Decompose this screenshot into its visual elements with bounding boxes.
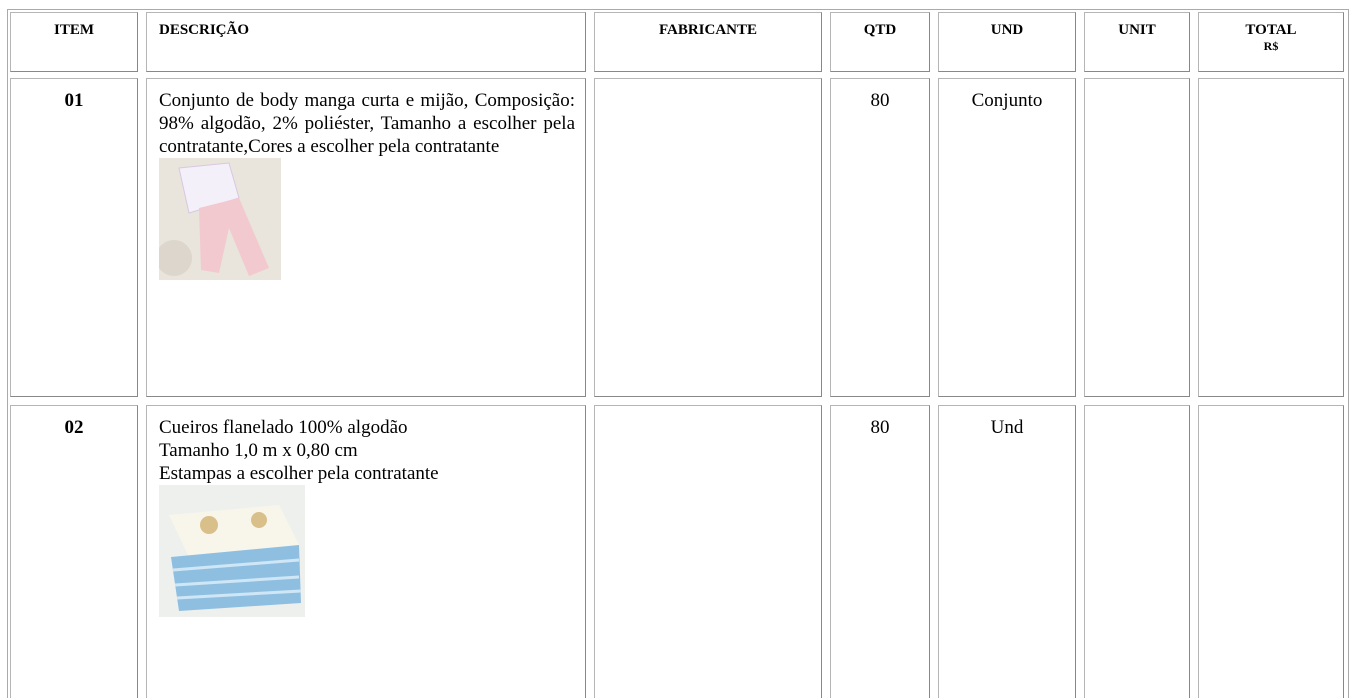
header-cell: UNIT — [1084, 12, 1190, 72]
header-cell: TOTAL R$ — [1198, 12, 1344, 72]
header-sub: R$ — [1263, 39, 1279, 53]
description-line: Estampas a escolher pela contratante — [159, 463, 439, 484]
header-cell: UND — [938, 12, 1076, 72]
description-cell: Conjunto de body manga curta e mijão, Co… — [146, 78, 586, 397]
unit-cell — [1084, 405, 1190, 698]
total-cell — [1198, 78, 1344, 397]
product-image — [156, 158, 281, 280]
description-line: Tamanho 1,0 m x 0,80 cm — [159, 440, 358, 461]
fabricante-cell — [594, 78, 822, 397]
product-image — [159, 485, 305, 617]
item-cell: 01 — [10, 78, 138, 397]
description-cell: Cueiros flanelado 100% algodão Tamanho 1,… — [146, 405, 586, 698]
image-box — [159, 485, 575, 623]
und-cell: Und — [938, 405, 1076, 698]
header-label: TOTAL — [1245, 22, 1297, 38]
header-cell: QTD — [830, 12, 930, 72]
header-cell: DESCRIÇÃO — [146, 12, 586, 72]
description-line: Conjunto de body manga curta e mijão, Co… — [159, 90, 575, 157]
header-cell: FABRICANTE — [594, 12, 822, 72]
header-cell: ITEM — [10, 12, 138, 72]
fabricante-cell — [594, 405, 822, 698]
qtd-cell: 80 — [830, 405, 930, 698]
description-line: Cueiros flanelado 100% algodão — [159, 417, 408, 438]
qtd-cell: 80 — [830, 78, 930, 397]
image-box — [156, 158, 575, 286]
unit-cell — [1084, 78, 1190, 397]
und-cell: Conjunto — [938, 78, 1076, 397]
item-cell: 02 — [10, 405, 138, 698]
total-cell — [1198, 405, 1344, 698]
